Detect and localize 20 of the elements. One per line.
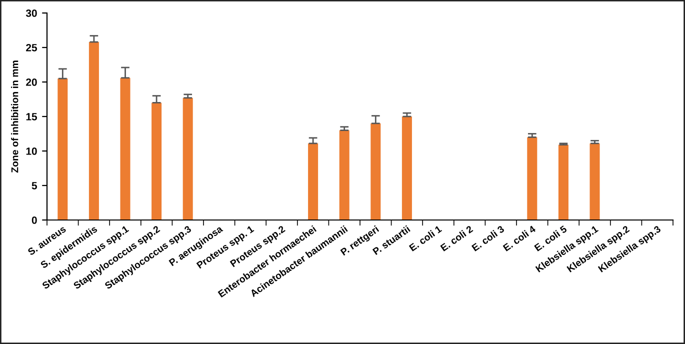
y-tick-label: 20 — [26, 78, 37, 86]
y-tick-label: 15 — [26, 113, 37, 120]
bar — [590, 143, 600, 220]
bar — [182, 98, 193, 220]
y-tick-label: 25 — [26, 44, 37, 52]
bar — [339, 130, 350, 220]
y-tick-label: 5 — [32, 182, 37, 190]
bar — [88, 42, 99, 220]
bar — [558, 144, 568, 220]
bar — [58, 78, 68, 220]
y-tick-label: 30 — [26, 10, 37, 17]
bar — [120, 78, 130, 220]
bar — [308, 143, 318, 220]
bar — [370, 123, 381, 220]
y-tick-label: 0 — [32, 216, 37, 224]
y-tick-label: 10 — [26, 148, 37, 155]
y-axis-title: Zone of inhibition in mm — [11, 60, 18, 173]
bar — [402, 116, 412, 220]
bar — [152, 102, 162, 220]
bar — [527, 137, 538, 220]
